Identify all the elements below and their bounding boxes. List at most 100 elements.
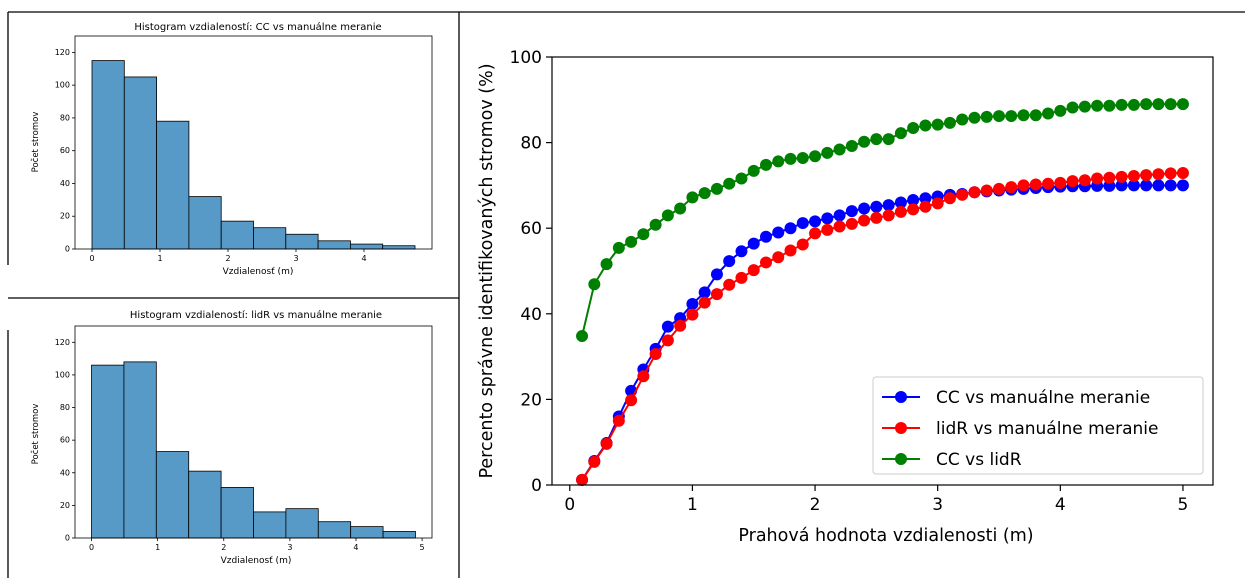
data-point — [710, 288, 723, 301]
data-point — [796, 238, 809, 251]
histogram-title: Histogram vzdialeností: lidR vs manuálne… — [130, 309, 382, 321]
histogram-bar — [91, 364, 125, 539]
y-tick-label: 20 — [60, 501, 70, 510]
data-point — [1078, 174, 1091, 187]
legend-box — [872, 376, 1204, 475]
histogram-bar — [285, 233, 319, 250]
data-point — [674, 202, 687, 215]
histogram-bar — [350, 526, 384, 539]
data-point — [796, 217, 809, 230]
data-point — [625, 235, 638, 248]
x-tick-label: 3 — [287, 543, 292, 552]
data-point — [784, 152, 797, 165]
x-axis-ticks: 0 1 2 3 4 — [89, 249, 367, 263]
x-tick-label: 3 — [932, 495, 943, 515]
data-point — [809, 215, 822, 228]
data-point — [1176, 166, 1189, 179]
data-point — [821, 146, 834, 159]
y-tick-label: 120 — [55, 338, 70, 347]
y-tick-label: 60 — [60, 146, 70, 155]
histogram-bars — [91, 60, 416, 250]
series-layer — [576, 98, 1189, 486]
y-tick-label: 100 — [55, 370, 70, 379]
data-point — [674, 319, 687, 332]
legend-label: CC vs manuálne meranie — [936, 388, 1150, 408]
y-tick-label: 0 — [531, 476, 542, 496]
data-point — [772, 251, 785, 264]
data-point — [1152, 179, 1165, 192]
data-point — [1127, 169, 1140, 182]
y-axis-label: Počet stromov — [30, 404, 41, 465]
x-tick-label: 4 — [353, 543, 358, 552]
histogram-bar — [285, 508, 319, 539]
data-point — [1042, 177, 1055, 190]
x-axis-label: Vzdialenosť (m) — [223, 267, 294, 277]
data-point — [1176, 179, 1189, 192]
data-point — [1115, 179, 1128, 192]
x-axis-label: Vzdialenosť (m) — [221, 556, 292, 566]
data-point — [919, 192, 932, 205]
data-point — [882, 133, 895, 146]
data-point — [649, 218, 662, 231]
data-point — [759, 230, 772, 243]
data-point — [1054, 104, 1067, 117]
data-point — [723, 278, 736, 291]
histogram-title: Histogram vzdialeností: CC vs manuálne m… — [134, 21, 381, 33]
data-point — [772, 226, 785, 239]
y-axis-label: Percento správne identifikovaných stromo… — [477, 63, 497, 478]
data-point — [747, 164, 760, 177]
data-point — [1140, 98, 1153, 111]
y-tick-label: 80 — [520, 134, 542, 154]
series-3 — [576, 98, 1189, 343]
data-point — [882, 209, 895, 222]
data-point — [980, 184, 993, 197]
histogram-bar — [156, 120, 190, 250]
series-2 — [576, 166, 1189, 486]
histogram-bar — [123, 76, 158, 250]
data-point — [576, 473, 589, 486]
x-tick-label: 2 — [225, 254, 230, 263]
axes-frame — [74, 325, 433, 539]
data-point — [931, 197, 944, 210]
data-point — [894, 127, 907, 140]
data-point — [894, 205, 907, 218]
data-point — [710, 182, 723, 195]
data-point — [968, 186, 981, 199]
data-point — [919, 200, 932, 213]
data-point — [625, 394, 638, 407]
x-tick-label: 3 — [293, 254, 298, 263]
data-point — [956, 188, 969, 201]
legend-entry: lidR vs manuálne meranie — [882, 419, 1158, 439]
data-point — [809, 227, 822, 240]
histogram-lidr-vs-manual: Histogram vzdialeností: lidR vs manuálne… — [30, 309, 433, 566]
data-point — [698, 286, 711, 299]
x-tick-label: 2 — [810, 495, 821, 515]
y-tick-label: 40 — [520, 305, 542, 325]
data-point — [845, 205, 858, 218]
data-point — [723, 255, 736, 268]
x-tick-label: 1 — [157, 254, 162, 263]
histogram-bar — [188, 196, 222, 250]
data-point — [1066, 175, 1079, 188]
data-point — [919, 119, 932, 132]
data-point — [993, 182, 1006, 195]
data-point — [698, 296, 711, 309]
x-tick-label: 4 — [361, 254, 366, 263]
data-point — [784, 244, 797, 257]
y-tick-label: 40 — [60, 468, 70, 477]
y-tick-label: 20 — [520, 390, 542, 410]
data-point — [1152, 168, 1165, 181]
data-point — [612, 241, 625, 254]
data-point — [931, 118, 944, 131]
y-tick-label: 80 — [60, 403, 70, 412]
data-point — [943, 116, 956, 129]
x-axis-ticks: 0 1 2 3 4 5 — [564, 485, 1188, 515]
data-point — [686, 308, 699, 321]
data-point — [1127, 179, 1140, 192]
data-point — [821, 212, 834, 225]
data-point — [735, 245, 748, 258]
data-point — [1140, 169, 1153, 182]
histogram-bar — [220, 487, 254, 539]
data-point — [993, 110, 1006, 123]
